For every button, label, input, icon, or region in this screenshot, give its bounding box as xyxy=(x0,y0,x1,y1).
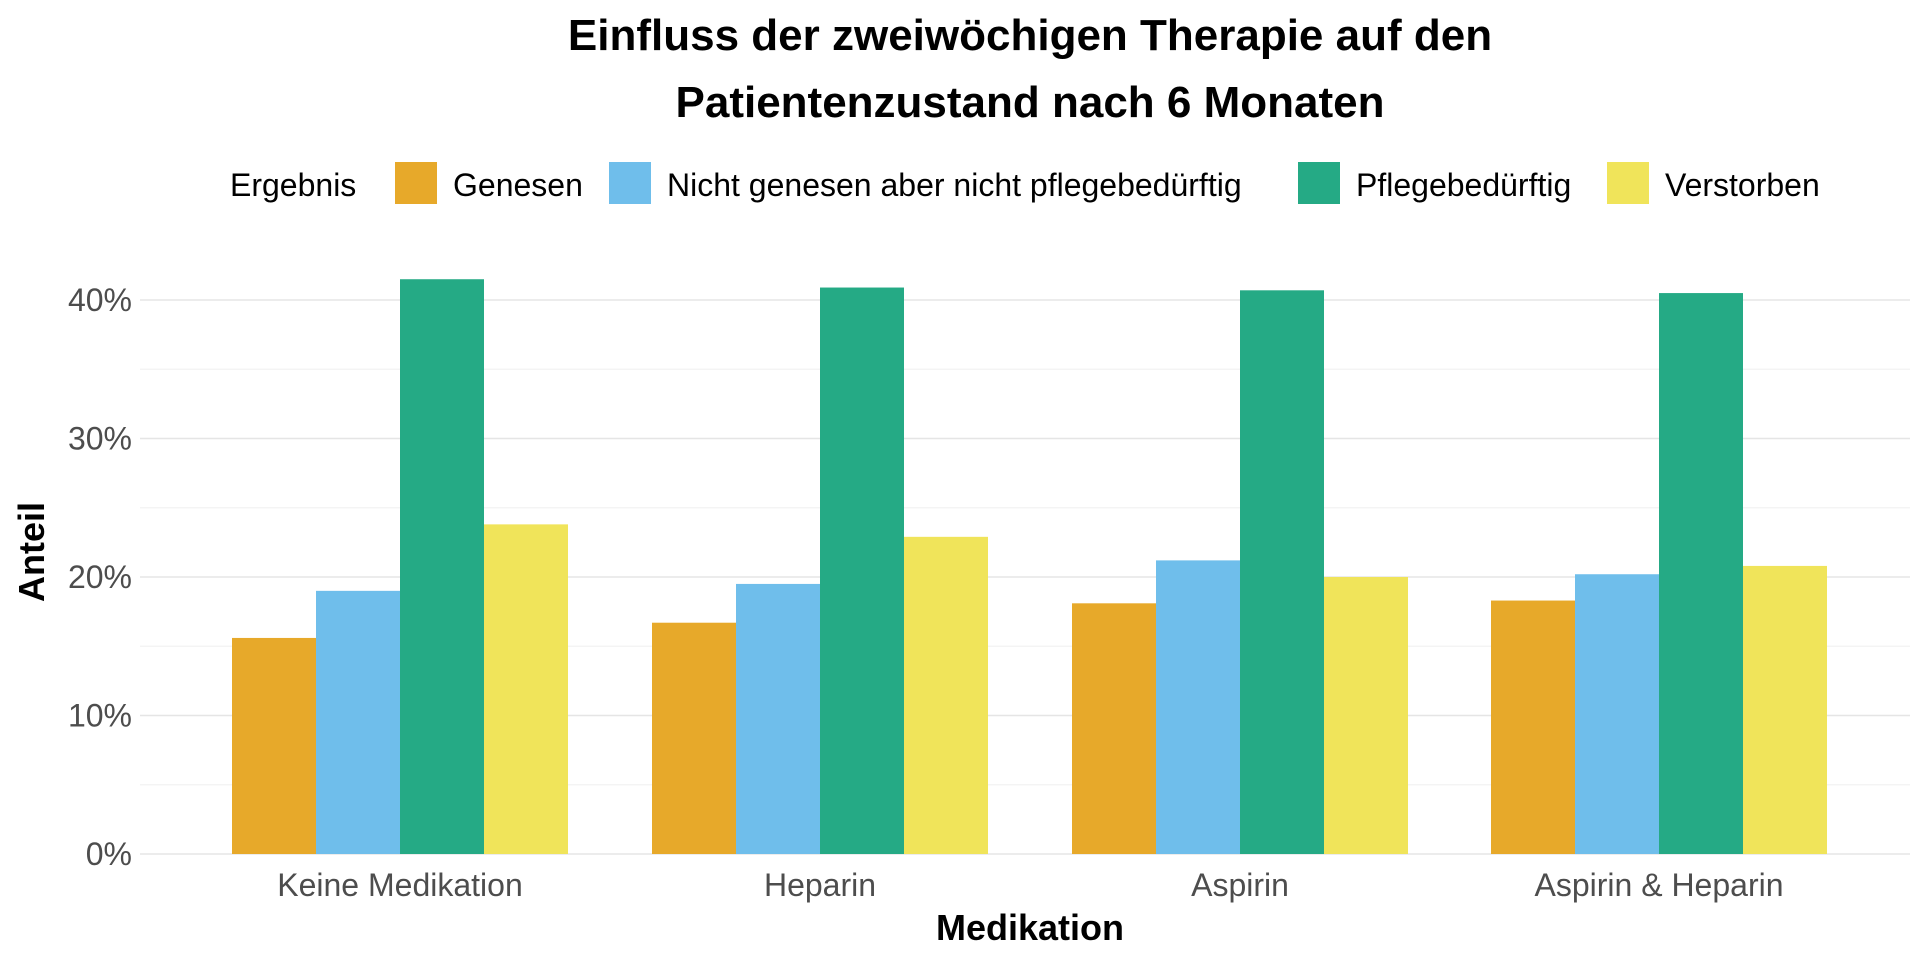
y-axis-ticks: 0% 10% 20% 30% 40% xyxy=(68,282,132,872)
y-tick-label: 30% xyxy=(68,421,132,457)
bar xyxy=(1324,577,1408,854)
bar xyxy=(1240,290,1324,854)
bar xyxy=(820,287,904,854)
legend-label: Verstorben xyxy=(1665,167,1820,203)
bar xyxy=(904,536,988,854)
bars xyxy=(232,279,1827,855)
legend-label: Pflegebedürftig xyxy=(1356,167,1571,203)
bar xyxy=(736,583,820,854)
x-tick-label: Heparin xyxy=(764,867,876,903)
bar xyxy=(1743,565,1827,854)
x-tick-label: Aspirin xyxy=(1191,867,1289,903)
y-tick-label: 40% xyxy=(68,282,132,318)
chart-title-line-2: Patientenzustand nach 6 Monaten xyxy=(676,78,1385,127)
legend-label: Nicht genesen aber nicht pflegebedürftig xyxy=(667,167,1242,203)
legend-key xyxy=(609,162,651,204)
bar xyxy=(316,590,400,854)
bar xyxy=(1072,603,1156,854)
x-axis-ticks: Keine Medikation Heparin Aspirin Aspirin & … xyxy=(277,867,1783,903)
x-tick-label: Aspirin & Heparin xyxy=(1535,867,1784,903)
y-tick-label: 10% xyxy=(68,698,132,734)
legend-key xyxy=(1607,162,1649,204)
bar xyxy=(484,524,568,854)
bar xyxy=(232,637,316,854)
bar xyxy=(652,622,736,854)
x-axis-title: Medikation xyxy=(936,907,1124,948)
x-tick-label: Keine Medikation xyxy=(277,867,522,903)
chart-title-line-1: Einfluss der zweiwöchigen Therapie auf d… xyxy=(568,11,1492,60)
legend-title: Ergebnis xyxy=(230,167,356,203)
legend-label: Genesen xyxy=(453,167,583,203)
bar xyxy=(1659,293,1743,854)
bar xyxy=(400,279,484,855)
legend-key xyxy=(395,162,437,204)
legend-key xyxy=(1298,162,1340,204)
y-axis-title: Anteil xyxy=(11,502,52,602)
y-tick-label: 0% xyxy=(86,836,132,872)
bar xyxy=(1156,560,1240,854)
y-tick-label: 20% xyxy=(68,559,132,595)
legend: Ergebnis Genesen Nicht genesen aber nicht… xyxy=(230,162,1820,204)
bar xyxy=(1575,574,1659,854)
bar xyxy=(1491,600,1575,854)
